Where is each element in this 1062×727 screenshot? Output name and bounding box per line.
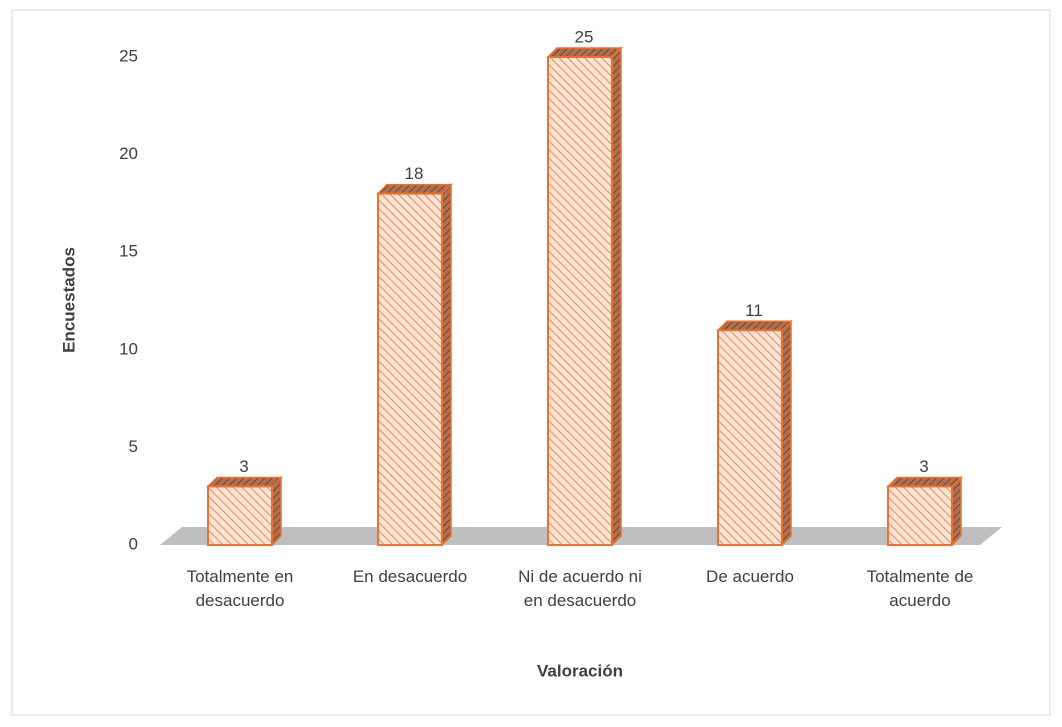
bar-top: [546, 47, 623, 58]
bar-top: [206, 476, 283, 488]
x-tick-label: En desacuerdo: [352, 567, 468, 586]
bar-side: [441, 182, 452, 547]
y-tick-label: 0: [129, 534, 138, 553]
bar-top: [376, 183, 453, 195]
bar-side: [611, 46, 622, 547]
bar-top: [716, 320, 793, 332]
bar: [717, 329, 783, 546]
x-tick-label: De acuerdo: [706, 567, 794, 586]
bar-side: [951, 475, 962, 547]
data-label: 11: [745, 301, 763, 320]
data-label: 18: [405, 164, 424, 183]
y-tick-label: 10: [119, 339, 138, 358]
y-tick-label: 5: [129, 437, 138, 456]
bar: [207, 485, 273, 547]
y-tick-label: 15: [119, 242, 138, 261]
bar: [547, 56, 613, 546]
bar-side: [271, 475, 282, 547]
y-axis-title: Encuestados: [59, 247, 78, 353]
chart-border: [11, 9, 1051, 716]
x-tick-label: Totalmente de acuerdo: [866, 567, 974, 610]
y-tick-label: 25: [119, 46, 138, 65]
y-tick-label: 20: [119, 144, 138, 163]
x-axis-title: Valoración: [537, 661, 623, 680]
x-tick-label: Ni de acuerdo ni en desacuerdo: [518, 567, 642, 610]
data-label: 25: [575, 27, 594, 46]
bar-top: [886, 476, 963, 488]
x-tick-label: Totalmente en desacuerdo: [186, 567, 294, 610]
bar: [377, 192, 443, 546]
data-label: 3: [919, 457, 928, 476]
data-label: 3: [239, 457, 248, 476]
bar-side: [781, 319, 792, 547]
bar: [887, 485, 953, 547]
